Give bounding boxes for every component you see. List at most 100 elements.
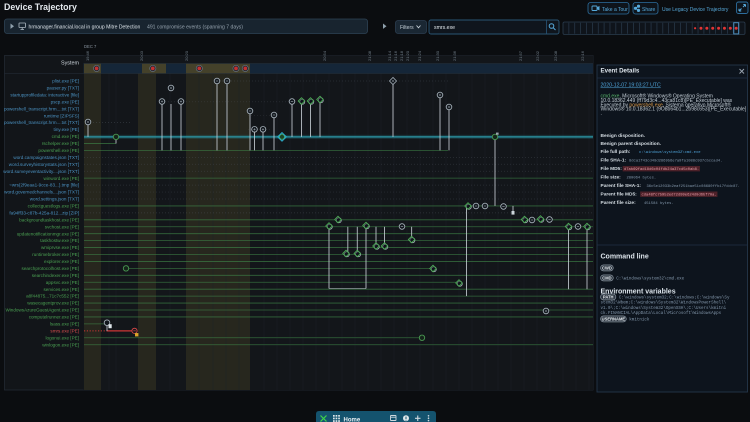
svg-text:a8f44875...71c7c552 [PE]: a8f44875...71c7c552 [PE] [26,294,79,299]
svg-text:Parent file size:: Parent file size: [601,200,637,206]
svg-text:File SHA-1:: File SHA-1: [601,158,627,164]
svg-text:updatenotificationmgr.exe [PE]: updatenotificationmgr.exe [PE] [17,231,79,236]
svg-text:word.governedchannels....json: word.governedchannels....json [TXT] [4,190,79,195]
svg-text:smrs.exe [PE]: smrs.exe [PE] [50,328,79,333]
svg-text:collectguestlogs.exe [PE]: collectguestlogs.exe [PE] [28,204,79,209]
svg-text:cda48fc75952ed72d99e624d0d6bf7: cda48fc75952ed72d99e624d0d6bf70a. [642,193,717,198]
svg-text:Share: Share [642,7,656,13]
svg-text:PATH: PATH [603,295,614,300]
svg-text:pscp.exe [PE]: pscp.exe [PE] [51,99,79,104]
svg-text:2020-12-07 19:03:27 UTC: 2020-12-07 19:03:27 UTC [601,83,662,89]
svg-text:280064 bytes.: 280064 bytes. [627,176,657,181]
svg-text:Executed by powershell.exe, Si: Executed by powershell.exe, Sistema oper… [601,101,732,108]
svg-text:tiny.exe [PE]: tiny.exe [PE] [54,127,79,132]
svg-text:DEC 7: DEC 7 [84,44,97,49]
svg-text:~wrs{2f9eaa1-9cce-83...}.tmp [: ~wrs{2f9eaa1-9cce-83...}.tmp [file] [9,183,79,188]
svg-text:21:18: 21:18 [399,50,404,61]
svg-text:hrmanager.financial.local in g: hrmanager.financial.local in group Mitre… [29,24,141,30]
svg-text:wmiprvse.exe [PE]: wmiprvse.exe [PE] [41,245,79,250]
svg-text:services.exe [PE]: services.exe [PE] [44,287,80,292]
svg-text:word.settings.json [TXT]: word.settings.json [TXT] [30,197,79,202]
svg-text:Benign parent disposition.: Benign parent disposition. [601,141,662,147]
svg-text:CMD: CMD [602,276,611,281]
svg-text:Home: Home [344,417,361,422]
svg-text:451584 bytes.: 451584 bytes. [644,201,674,206]
svg-text:startupprofiledata: interactiv: startupprofiledata: interactive [file] [10,92,79,97]
svg-text:cmd.exe [PE]: cmd.exe [PE] [52,134,79,139]
svg-text:Parent file MD5:: Parent file MD5: [601,192,638,198]
svg-text:rschelper.exe [PE]: rschelper.exe [PE] [42,141,79,146]
svg-text:20:20: 20:20 [184,50,189,61]
svg-text:Command line: Command line [601,254,649,261]
svg-text:powershell_transcript.hrm....t: powershell_transcript.hrm....txt [TXT] [4,106,79,111]
svg-text:ck.FINANCIAL\AppData\Local\Mic: ck.FINANCIAL\AppData\Local\Microsoft\Win… [601,311,722,316]
svg-text:Filters: Filters [400,25,414,31]
svg-text:explorer.exe [PE]: explorer.exe [PE] [44,259,79,264]
svg-text:svchost.exe [PE]: svchost.exe [PE] [45,224,79,229]
svg-text:computelrunner.exe [PE]: computelrunner.exe [PE] [29,315,79,320]
svg-text:36c5e12033b2eaf251bae51c08680f: 36c5e12033b2eaf251bae51c08680ffb17fddc87… [647,184,740,189]
svg-text:Device Trajectory: Device Trajectory [4,2,77,12]
svg-text:word.campaignstates.json [TXT]: word.campaignstates.json [TXT] [13,155,79,160]
svg-text:Parent file SHA-1:: Parent file SHA-1: [601,183,642,189]
svg-text:c:\windows\system32\cmd.exe: c:\windows\system32\cmd.exe [639,150,701,155]
svg-text:21:20: 21:20 [405,50,410,61]
svg-text:word.surveyhistorystats.json [: word.surveyhistorystats.json [TXT] [9,162,79,167]
svg-text:runtimebroker.exe [PE]: runtimebroker.exe [PE] [32,252,79,257]
svg-text:22:16: 22:16 [580,50,585,61]
svg-text:8dca1f43cd48d286956e7a9fa1088c: 8dca1f43cd48d286956e7a9fa1088c937cbccad4… [629,159,722,164]
svg-text:20:54: 20:54 [322,50,327,61]
svg-text:.: . [601,111,602,117]
svg-text:Take a Tour: Take a Tour [602,7,628,13]
svg-text:21:16: 21:16 [393,50,398,61]
svg-text:logonui.exe [PE]: logonui.exe [PE] [46,335,79,340]
svg-text:10.0.18362.449 (ff79d3c4...43c: 10.0.18362.449 (ff79d3c4...43ca81c8)[PE_… [601,98,733,104]
svg-text:CWD: CWD [602,266,612,271]
svg-text:19:46: 19:46 [85,50,90,61]
svg-text:21:14: 21:14 [387,50,392,61]
svg-text:C:\windows\system32\cmd.exe: C:\windows\system32\cmd.exe [616,277,684,282]
svg-text:Benign disposition.: Benign disposition. [601,133,646,139]
svg-text:wasecagentprov.exe [PE]: wasecagentprov.exe [PE] [27,301,79,306]
svg-text:C:\windows\system32;C:\windows: C:\windows\system32;C:\windows;C:\window… [619,296,730,301]
svg-text:491 compromise events (spannin: 491 compromise events (spanning 7 days) [147,24,243,30]
svg-text:backgroundtaskhost.exe [PE]: backgroundtaskhost.exe [PE] [19,217,79,222]
svg-text:runtime [ZIPSFS]: runtime [ZIPSFS] [44,113,79,118]
svg-text:21:36: 21:36 [452,50,457,61]
svg-text:20:03: 20:03 [139,50,144,61]
svg-text:appsvc.exe [PE]: appsvc.exe [PE] [46,280,79,285]
svg-text:21:24: 21:24 [417,50,422,61]
svg-text:Environment variables: Environment variables [601,289,676,296]
svg-text:pauser.py [TXT]: pauser.py [TXT] [47,86,79,91]
svg-text:smrs.exe: smrs.exe [434,25,455,31]
svg-text:21:57: 21:57 [518,50,523,61]
svg-text:powershell_transcript.hrm....t: powershell_transcript.hrm....txt [TXT] [4,120,79,125]
svg-text:File full path:: File full path: [601,149,631,155]
svg-text:winlogon.exe [PE]: winlogon.exe [PE] [42,342,79,347]
svg-text:stem32\Wbem;C:\windows\System3: stem32\Wbem;C:\windows\System32\WindowsP… [601,301,727,306]
svg-text:USERNAME: USERNAME [602,317,626,322]
svg-text:21:30: 21:30 [435,50,440,61]
svg-text:WindowsAzureGuestAgent.exe [PE: WindowsAzureGuestAgent.exe [PE] [5,308,79,313]
svg-text:kmitnick: kmitnick [629,318,650,323]
svg-text:taskhostw.exe [PE]: taskhostw.exe [PE] [40,238,79,243]
svg-text:plist.exe [PE]: plist.exe [PE] [52,79,79,84]
svg-text:fa94ff33-c87b-425a-812...zip [: fa94ff33-c87b-425a-812...zip [ZIP] [9,210,79,215]
svg-text:Windows® 10.0.18362.1 (9O8b64b: Windows® 10.0.18362.1 (9O8b64b1...2b98c6… [601,106,747,113]
svg-text:22:02: 22:02 [535,50,540,61]
svg-text:21:08: 21:08 [367,50,372,61]
svg-text:cmd.exe, Microsoft® Windows® O: cmd.exe, Microsoft® Windows® Operating S… [601,93,713,100]
svg-text:searchprotocolhost.exe [PE]: searchprotocolhost.exe [PE] [22,266,79,271]
svg-text:v1.0\;C:\windows\System32\Open: v1.0\;C:\windows\System32\OpenSSH\;C:\Us… [601,306,727,311]
svg-text:File size:: File size: [601,175,622,181]
svg-text:lsass.exe [PE]: lsass.exe [PE] [50,322,79,327]
svg-text:word.surveyeventactivity....js: word.surveyeventactivity....json [TXT] [3,169,79,174]
svg-text:File MD5:: File MD5: [601,166,623,172]
svg-text:searchindexer.exe [PE]: searchindexer.exe [PE] [32,273,79,278]
svg-text:Use Legacy Device Trajectory: Use Legacy Device Trajectory [662,7,729,13]
svg-text:Event Details: Event Details [601,68,640,75]
svg-text:winword.exe [PE]: winword.exe [PE] [44,176,80,181]
svg-text:22:08: 22:08 [553,50,558,61]
svg-text:powershell.exe [PE]: powershell.exe [PE] [38,148,79,153]
svg-text:System: System [61,61,79,67]
